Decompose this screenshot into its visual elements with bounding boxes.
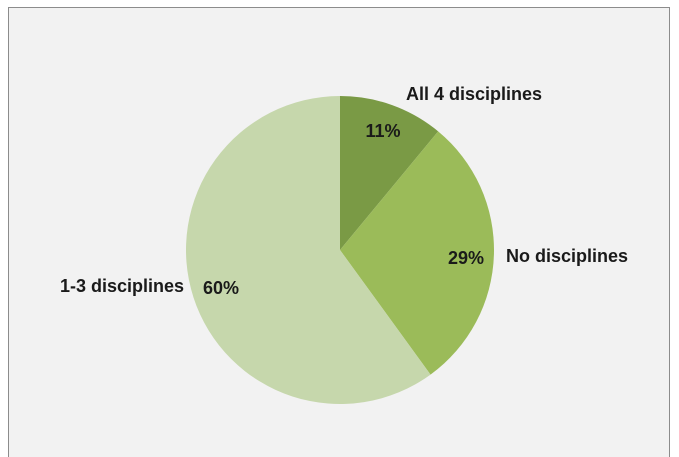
pie-slice-1-3-disciplines: [185, 96, 431, 404]
data-label-no-disciplines: 29%: [448, 248, 484, 268]
pie-slice-all-4-disciplines: [340, 96, 439, 250]
pie-labels: 11% All 4 disciplines 29% No disciplines 60%…: [60, 84, 628, 298]
category-label-1-3-disciplines: 1-3 disciplines: [60, 276, 184, 296]
pie-slice-no-disciplines: [340, 131, 495, 375]
data-label-all-4-disciplines: 11%: [365, 121, 400, 141]
pie-slices: [185, 96, 495, 404]
category-label-no-disciplines: No disciplines: [506, 246, 628, 266]
data-label-1-3-disciplines: 60%: [203, 278, 239, 298]
category-label-all-4-disciplines: All 4 disciplines: [406, 84, 542, 104]
